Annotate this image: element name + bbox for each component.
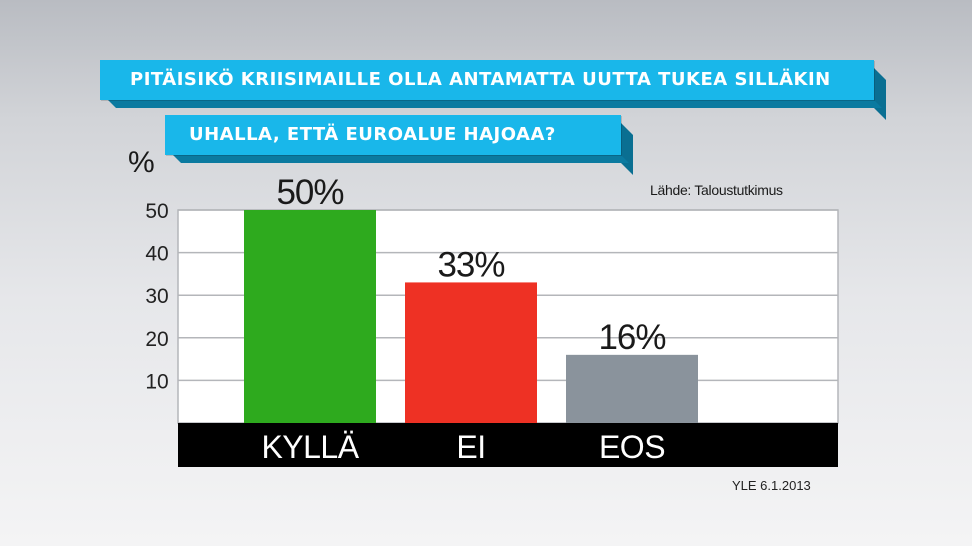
- bar: [566, 354, 698, 423]
- bar: [405, 282, 537, 423]
- y-tick-label: 20: [145, 328, 168, 351]
- footer-credit: YLE 6.1.2013: [732, 478, 811, 493]
- y-tick-label: 50: [145, 200, 168, 223]
- y-tick-label: 10: [145, 370, 168, 393]
- category-band: [178, 423, 838, 467]
- category-label: EOS: [599, 429, 665, 465]
- bar-value-label: 33%: [437, 245, 504, 284]
- title-line2: UHALLA, ETTÄ EUROALUE HAJOAA?: [165, 115, 621, 155]
- source-label: Lähde: Taloustutkimus: [650, 182, 783, 198]
- category-label: KYLLÄ: [261, 429, 359, 465]
- bar-value-label: 50%: [276, 173, 343, 212]
- title-line1: PITÄISIKÖ KRIISIMAILLE OLLA ANTAMATTA UU…: [100, 60, 874, 100]
- category-label: EI: [456, 429, 485, 465]
- y-tick-label: 30: [145, 285, 168, 308]
- y-tick-label: 40: [145, 243, 168, 266]
- title-banner-line1: PITÄISIKÖ KRIISIMAILLE OLLA ANTAMATTA UU…: [100, 60, 886, 120]
- y-axis-unit: %: [128, 146, 155, 179]
- bar: [244, 210, 376, 423]
- title-banner-line2: UHALLA, ETTÄ EUROALUE HAJOAA?: [165, 115, 633, 175]
- bar-value-label: 16%: [598, 318, 665, 357]
